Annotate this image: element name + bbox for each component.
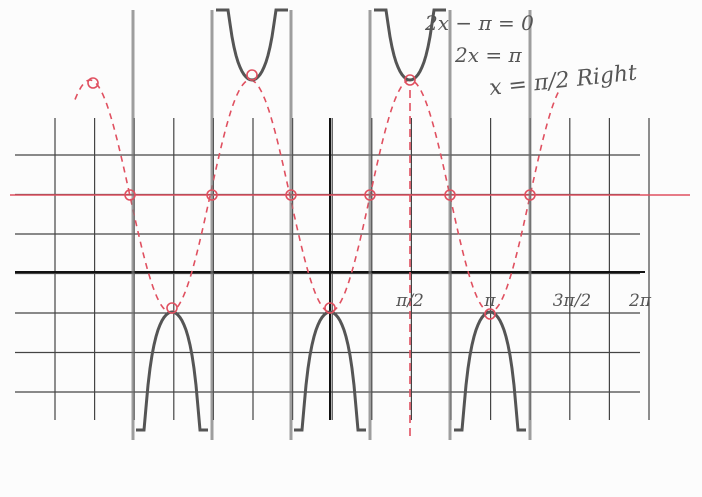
axis-label: π/2 bbox=[395, 291, 424, 311]
note: 2x = π bbox=[454, 43, 522, 67]
axis-label: 3π/2 bbox=[553, 291, 592, 311]
axis-label: 2π bbox=[628, 291, 652, 311]
note: 2x − π = 0 bbox=[424, 11, 534, 35]
hand-drawn-graph: 2x − π = 0 2x = π x = π/2 Right π/2π3π/2… bbox=[0, 0, 702, 497]
axis-label: π bbox=[483, 291, 496, 311]
